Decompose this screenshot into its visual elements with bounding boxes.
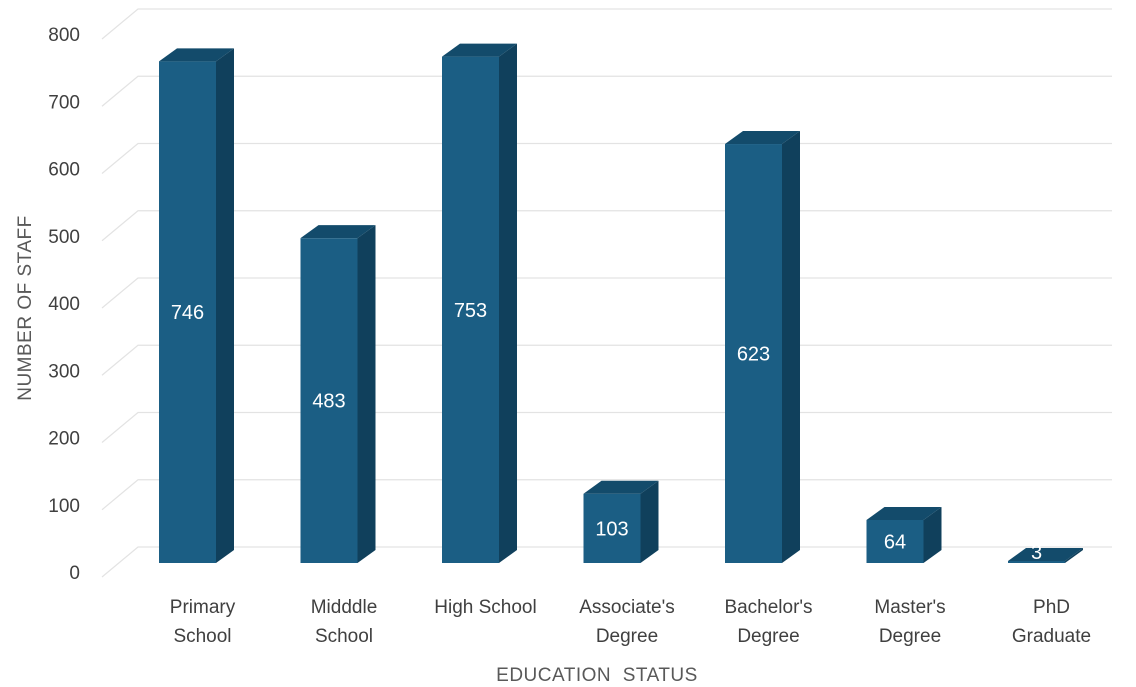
- bar-top: [866, 506, 942, 520]
- y-tick-label: 600: [48, 160, 80, 181]
- gridline: [101, 75, 1112, 107]
- bar-front: [159, 61, 216, 563]
- x-category-label: High School: [434, 597, 536, 618]
- bar-front: [300, 238, 358, 563]
- bar-value-label: 3: [1031, 542, 1042, 564]
- x-axis-title: EDUCATION STATUS: [496, 665, 698, 686]
- bar-top: [159, 48, 234, 62]
- bars: 746 483 753 103 623 64 3: [159, 43, 1083, 564]
- bar-value-label: 64: [884, 531, 906, 553]
- bar-top: [583, 480, 659, 494]
- bar-top: [725, 131, 800, 145]
- bar: 64: [866, 506, 942, 563]
- gridline: [101, 277, 1112, 309]
- bar-top: [1008, 547, 1083, 561]
- bar-value-label: 746: [171, 302, 204, 324]
- x-category-label: Associate's Degree: [579, 597, 675, 647]
- bar-side: [216, 48, 234, 563]
- bar-value-label: 483: [312, 391, 345, 413]
- bar-side: [782, 131, 800, 563]
- x-category-label: Primary School: [170, 597, 236, 647]
- y-tick-label: 0: [69, 563, 80, 584]
- x-axis-categories: Primary School Midddle School High School Ass…: [170, 597, 1091, 647]
- bar-side: [923, 506, 942, 563]
- bar-front: [583, 493, 641, 563]
- bar-front: [1008, 560, 1065, 563]
- gridline: [101, 344, 1112, 376]
- bar: 483: [300, 225, 376, 563]
- gridline: [101, 210, 1112, 242]
- bar-top: [300, 225, 376, 239]
- x-category-label: Master's Degree: [874, 597, 945, 647]
- x-category-label: PhD Graduate: [1012, 597, 1091, 647]
- y-tick-label: 300: [48, 361, 80, 382]
- gridline: [101, 8, 1112, 40]
- y-axis-ticks: 0 100 200 300 400 500 600 700 800: [48, 25, 80, 584]
- y-tick-label: 200: [48, 429, 80, 450]
- x-category-label: Midddle School: [311, 597, 378, 647]
- bar-value-label: 753: [454, 300, 487, 322]
- y-axis-title: NUMBER OF STAFF: [15, 215, 36, 401]
- bar: 3: [1008, 542, 1083, 564]
- y-tick-label: 100: [48, 496, 80, 517]
- bar-top: [442, 43, 517, 57]
- x-category-label: Bachelor's Degree: [724, 597, 812, 647]
- bar-value-label: 103: [595, 518, 628, 540]
- bar-side: [357, 225, 376, 563]
- y-tick-label: 500: [48, 227, 80, 248]
- bar-side: [499, 43, 517, 564]
- bar-side: [640, 480, 659, 563]
- bar-value-label: 623: [737, 344, 770, 366]
- bar: 623: [725, 131, 800, 563]
- y-tick-label: 400: [48, 294, 80, 315]
- bar-side: [1065, 547, 1083, 563]
- gridline: [101, 142, 1112, 174]
- y-tick-label: 800: [48, 25, 80, 46]
- bar-front: [725, 144, 782, 563]
- bar-front: [442, 56, 499, 564]
- bar: 753: [442, 43, 517, 564]
- gridlines: [101, 8, 1112, 578]
- bar: 103: [583, 480, 659, 563]
- bar-front: [866, 519, 924, 563]
- y-tick-label: 700: [48, 92, 80, 113]
- bar: 746: [159, 48, 234, 563]
- gridline: [101, 411, 1112, 443]
